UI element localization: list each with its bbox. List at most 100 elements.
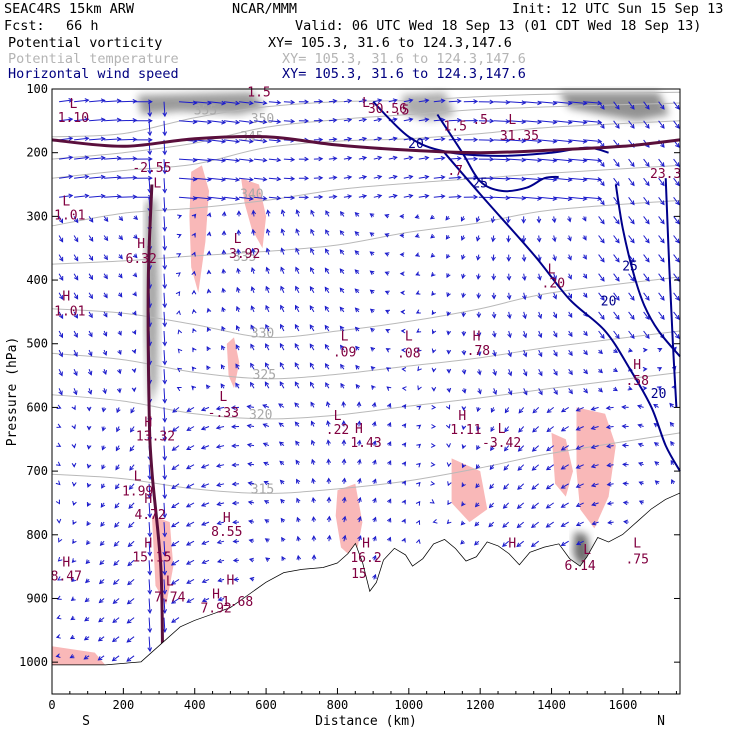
wind-vector-head-435	[280, 304, 285, 310]
wind-vector-head-514	[325, 382, 330, 388]
wind-vector-853	[531, 483, 540, 490]
wind-vector-head-971	[606, 462, 612, 468]
wind-vector-551	[358, 195, 367, 198]
y-tick-label-900: 900	[26, 591, 48, 605]
wind-vector-head-361	[235, 363, 240, 369]
wind-vector-head-848	[538, 371, 543, 377]
wind-vector-901	[561, 502, 569, 508]
wind-vector-head-494	[311, 477, 316, 483]
wind-vector-222	[163, 350, 166, 365]
wind-vector-head-202	[147, 513, 153, 519]
wind-vector-head-789	[521, 157, 527, 163]
wind-vector-925	[576, 502, 584, 507]
wind-vector-970	[607, 464, 614, 467]
wind-vector-5	[59, 195, 73, 198]
wind-vector-head-47	[71, 405, 76, 411]
wind-vector-929	[598, 120, 605, 129]
x-tick-label-1600: 1600	[608, 698, 637, 712]
wind-vector-head-1057	[669, 402, 674, 408]
wind-vector-885	[568, 196, 587, 200]
wind-vector-228	[163, 464, 166, 480]
wind-vector-947	[591, 464, 599, 468]
wind-vector-head-768	[505, 195, 511, 201]
wind-vector-695	[448, 176, 461, 179]
wind-vector-head-633	[400, 328, 406, 334]
wind-vector-head-524	[347, 117, 353, 123]
wind-vector-926	[576, 521, 584, 526]
wind-vector-head-102	[103, 312, 108, 318]
wind-vector-862	[553, 196, 572, 200]
wind-vector-601	[388, 195, 397, 198]
wind-vector-850	[532, 426, 540, 433]
wind-vector-head-575	[377, 174, 383, 180]
wind-vector-head-321	[235, 119, 241, 125]
wind-vector-844	[538, 311, 542, 319]
wind-vector-head-897	[560, 407, 566, 413]
wind-vector-head-141	[114, 484, 120, 490]
wind-vector-648	[418, 176, 429, 179]
wind-vector-head-966	[613, 367, 618, 372]
wind-vector-head-214	[162, 188, 168, 194]
wind-vector-242	[178, 196, 197, 200]
wind-vector-head-464	[294, 381, 300, 387]
wind-vector-205	[148, 579, 151, 594]
wind-vector-head-894	[568, 351, 573, 357]
model-title: SEAC4RS 15km ARW	[4, 1, 135, 17]
wind-vector-head-651	[414, 214, 420, 219]
wind-shade-1	[401, 92, 456, 121]
wind-vector-head-32	[84, 117, 90, 122]
field-label-pv: Potential vorticity	[8, 35, 163, 51]
pv-extremum-label: 4.72	[134, 508, 165, 523]
wind-vector-808	[502, 540, 510, 547]
wind-vector-head-337	[215, 425, 221, 430]
wind-vector-head-86	[85, 578, 90, 584]
wind-vector-head-845	[537, 314, 543, 320]
wind-vector-head-91	[116, 98, 122, 104]
wind-vector-head-180	[126, 657, 132, 662]
wind-vector-316	[202, 559, 210, 564]
wind-vector-876	[546, 464, 554, 471]
wind-vector-436	[279, 343, 285, 351]
wind-vector-208	[148, 636, 151, 652]
wind-vector-head-89	[83, 635, 89, 641]
wind-vector-head-637	[401, 404, 407, 409]
wind-vector-head-284	[186, 445, 191, 450]
wind-vector-341	[217, 521, 225, 525]
wind-vector-head-796	[506, 295, 512, 301]
wind-vector-777	[493, 388, 497, 395]
wind-vector-head-340	[216, 482, 222, 487]
wind-vector-832	[516, 540, 525, 547]
wind-vector-292	[208, 101, 226, 104]
wind-vector-head-599	[392, 136, 398, 142]
wind-vector-head-573	[377, 136, 383, 142]
pv-extremum-label: H	[144, 416, 152, 431]
wind-vector-head-790	[521, 176, 527, 182]
wind-vector-head-493	[311, 458, 316, 464]
wind-vector-head-334	[220, 364, 226, 370]
wind-vector-904	[583, 101, 602, 104]
wind-vector-head-543	[341, 477, 347, 483]
wind-vector-984	[628, 292, 635, 301]
wind-vector-69	[88, 273, 93, 280]
wind-vector-head-254	[172, 408, 177, 413]
wind-vector-head-548	[362, 117, 368, 123]
wind-vector-986	[628, 330, 635, 339]
wind-vector-head-930	[600, 124, 605, 129]
wind-vector-505	[325, 229, 330, 236]
wind-vector-head-647	[424, 136, 430, 142]
wind-vector-head-302	[206, 269, 212, 275]
wind-vector-head-895	[568, 370, 573, 376]
wind-vector-head-286	[185, 484, 191, 489]
wind-vector-head-1002	[645, 181, 650, 187]
wind-vector-head-945	[590, 406, 596, 411]
wind-vector-head-1011	[642, 347, 648, 353]
wind-vector-head-850	[532, 408, 538, 414]
wind-vector-head-577	[369, 213, 375, 218]
wind-vector-32	[74, 137, 89, 141]
wind-vector-head-982	[630, 238, 635, 244]
wind-vector-253	[172, 407, 180, 413]
wind-vector-head-519	[326, 477, 332, 483]
wind-vector-385	[250, 344, 255, 351]
wind-vector-288	[186, 540, 195, 546]
wind-vector-head-629	[399, 252, 405, 257]
